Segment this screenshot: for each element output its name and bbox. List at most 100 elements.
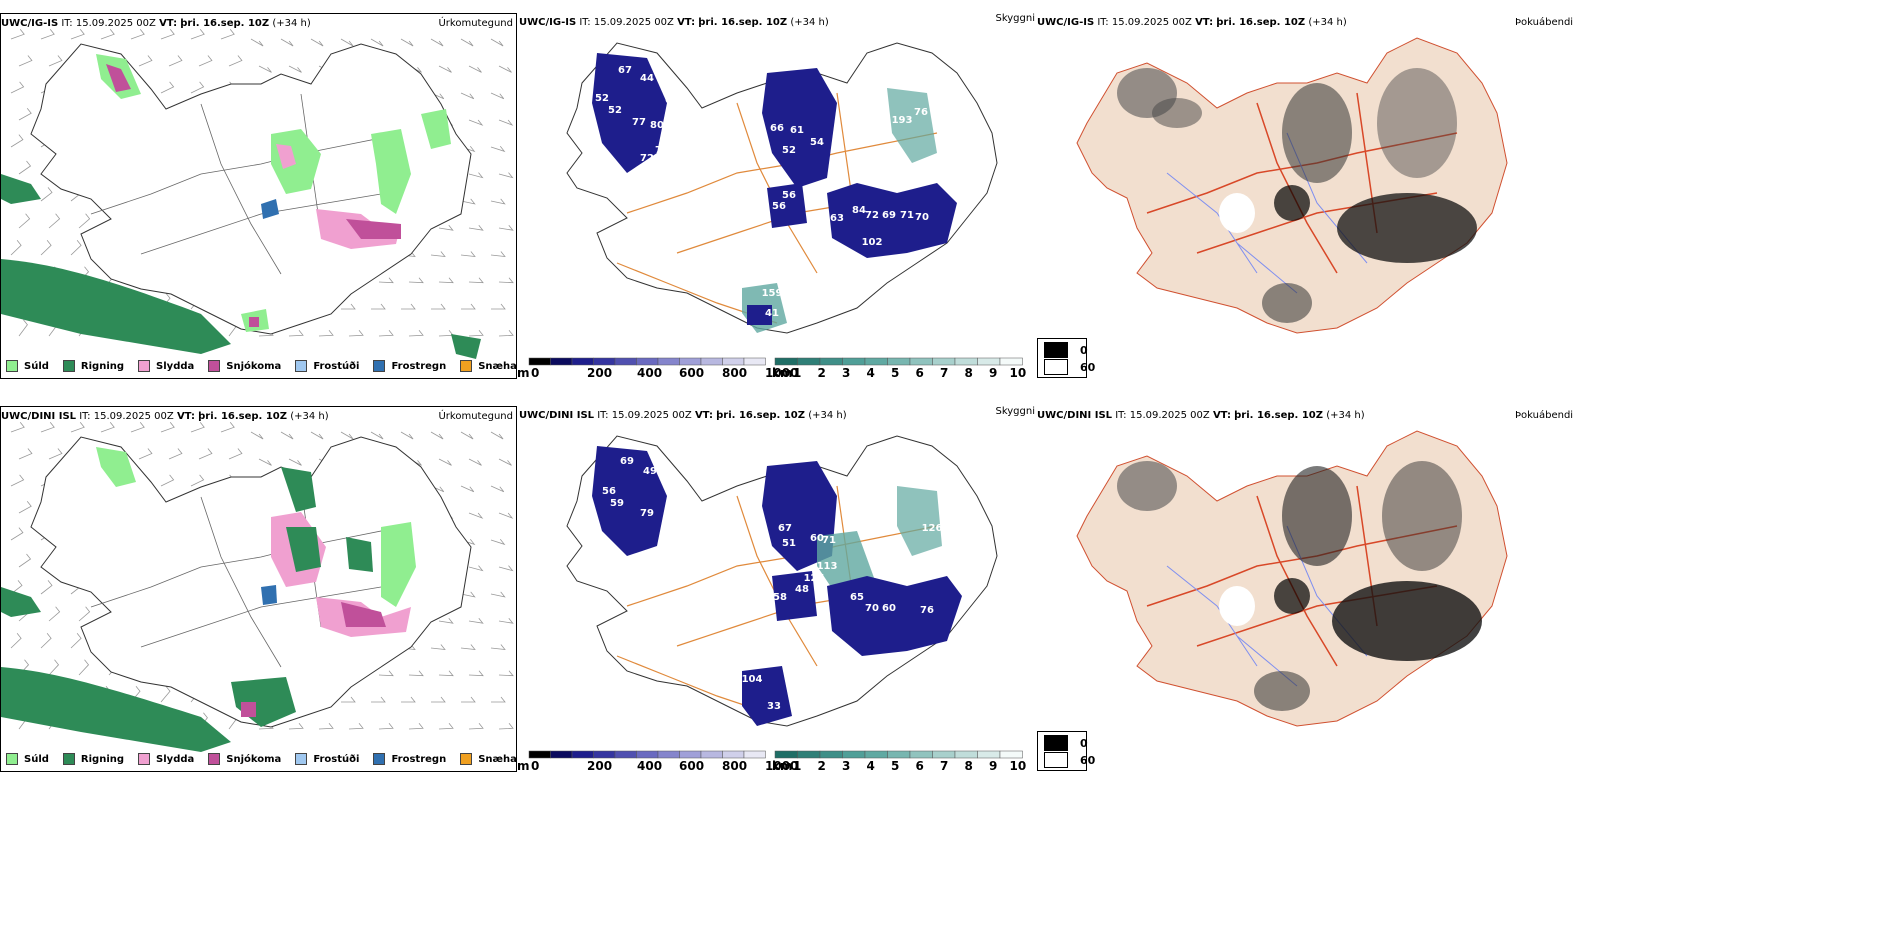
wind-barb bbox=[490, 92, 505, 100]
visibility-color-step bbox=[909, 750, 933, 759]
wind-barb bbox=[190, 474, 205, 487]
cloudbase-color-step bbox=[722, 357, 745, 366]
visibility-tick: 9 bbox=[989, 759, 998, 772]
wind-barb bbox=[460, 485, 475, 493]
visibility-tick: 10 bbox=[1009, 366, 1027, 379]
cloud-base-label: 52 bbox=[782, 145, 796, 156]
wind-barb bbox=[10, 527, 24, 541]
wind-barb bbox=[498, 512, 514, 519]
visibility-color-step bbox=[797, 750, 821, 759]
bot-fog-header: UWC/DINI ISL IT: 15.09.2025 00Z VT: þri.… bbox=[1037, 410, 1365, 422]
legend-item-frostregn: Frostregn bbox=[373, 360, 446, 372]
cloudbase-tick: 400 bbox=[637, 759, 663, 772]
wind-barb bbox=[340, 431, 354, 440]
visibility-color-step bbox=[999, 357, 1023, 366]
visibility-tick: 7 bbox=[940, 759, 949, 772]
visibility-tick: 1 bbox=[793, 759, 802, 772]
colorbars bbox=[528, 750, 1023, 759]
bot-cloud-panel: 69 49 56 59 79 67 51 60 71 113 125 58 48 65 70 60 76 126 1… bbox=[517, 406, 1037, 772]
cloud-base-label: 54 bbox=[810, 137, 824, 148]
wind-barb bbox=[318, 723, 334, 730]
visibility-color-step bbox=[864, 357, 888, 366]
legend-swatch bbox=[373, 753, 386, 765]
cloudbase-tick: 800 bbox=[722, 759, 748, 772]
wind-barb bbox=[348, 723, 364, 730]
legend-label: Frostregn bbox=[391, 360, 447, 372]
cloud-base-label: 70 bbox=[915, 212, 929, 223]
wind-barb bbox=[400, 431, 414, 440]
legend-item-slydda: Slydda bbox=[138, 360, 194, 372]
wind-barb bbox=[10, 240, 22, 256]
wind-barb bbox=[400, 38, 414, 47]
cloud-base-label: 65 bbox=[665, 95, 679, 106]
legend-swatch bbox=[138, 360, 151, 372]
wind-barb bbox=[431, 696, 446, 703]
wind-barb bbox=[280, 38, 294, 47]
wind-barb bbox=[70, 421, 85, 433]
legend-swatch bbox=[460, 360, 473, 372]
visibility-unit: km bbox=[772, 759, 793, 772]
cloud-base-label: 49 bbox=[643, 466, 657, 477]
wind-barb bbox=[498, 670, 514, 677]
wind-barb bbox=[468, 723, 484, 730]
wind-barb bbox=[40, 187, 53, 202]
cloud-base-label: 63 bbox=[830, 213, 844, 224]
cloud-base-label: 159 bbox=[762, 288, 783, 299]
lead-time: (+34 h) bbox=[1326, 410, 1365, 421]
visibility-tick: 6 bbox=[915, 366, 924, 379]
wind-barb bbox=[468, 224, 484, 231]
wind-barb bbox=[18, 553, 32, 568]
wind-barb bbox=[498, 224, 514, 231]
top-cloud-header: UWC/IG-IS IT: 15.09.2025 00Z VT: þri. 16… bbox=[519, 17, 829, 29]
wind-barb bbox=[468, 119, 484, 126]
cloudbase-color-step bbox=[571, 357, 594, 366]
lead-time: (+34 h) bbox=[1308, 17, 1347, 28]
cloud-base-label: 126 bbox=[922, 523, 943, 534]
fog-legend-black: 0 bbox=[1044, 342, 1088, 358]
legend-label: Súld bbox=[24, 360, 49, 372]
wind-barb bbox=[258, 458, 272, 466]
cloud-base-label: 66 bbox=[770, 123, 784, 134]
wind-barb bbox=[288, 723, 304, 730]
visibility-tick: 7 bbox=[940, 366, 949, 379]
wind-barb bbox=[378, 330, 394, 337]
wind-barb bbox=[401, 303, 416, 310]
cloudbase-color-step bbox=[593, 357, 616, 366]
legend-item-rigning: Rigning bbox=[62, 753, 124, 765]
visibility-color-step bbox=[774, 750, 798, 759]
vt-value: þri. 16.sep. 10Z bbox=[716, 410, 805, 421]
cloud-base-label: 102 bbox=[862, 237, 883, 248]
fog-legend-white: 60 bbox=[1044, 752, 1095, 768]
legend-label: Snæhagl bbox=[478, 360, 517, 372]
cloudbase-tick: 1000 bbox=[765, 759, 799, 772]
visibility-color-step bbox=[842, 750, 866, 759]
cloudbase-tick: 0 bbox=[531, 366, 540, 379]
lead-time: (+34 h) bbox=[272, 18, 311, 29]
wind-barb bbox=[100, 421, 115, 433]
cloud-base-label: 52 bbox=[608, 105, 622, 116]
wind-barb bbox=[468, 172, 484, 179]
wind-barb bbox=[168, 448, 183, 460]
cloud-base-label: 76 bbox=[914, 107, 928, 118]
legend-swatch bbox=[138, 753, 151, 765]
wind-barb bbox=[468, 65, 482, 73]
wind-barb bbox=[70, 28, 85, 40]
cloud-base-label: 69 bbox=[620, 456, 634, 467]
iceland-outline bbox=[30, 436, 472, 728]
legend-swatch bbox=[373, 360, 386, 372]
wind-barb bbox=[18, 319, 28, 337]
cloudbase-color-step bbox=[614, 750, 637, 759]
lead-time: (+34 h) bbox=[790, 17, 829, 28]
cloud-base-label: 48 bbox=[795, 584, 809, 595]
wind-barb bbox=[40, 633, 52, 649]
rain-band-se bbox=[451, 334, 481, 359]
fog-legend-white-value: 60 bbox=[1080, 753, 1096, 767]
fog-legend-black-value: 0 bbox=[1080, 736, 1088, 750]
legend-label: Snæhagl bbox=[478, 753, 517, 765]
cloudbase-tick: 200 bbox=[587, 366, 613, 379]
panel-title: Úrkomutegund bbox=[438, 18, 513, 29]
panel-title: Þokuábendi bbox=[1515, 17, 1574, 28]
wind-barb bbox=[228, 448, 243, 460]
